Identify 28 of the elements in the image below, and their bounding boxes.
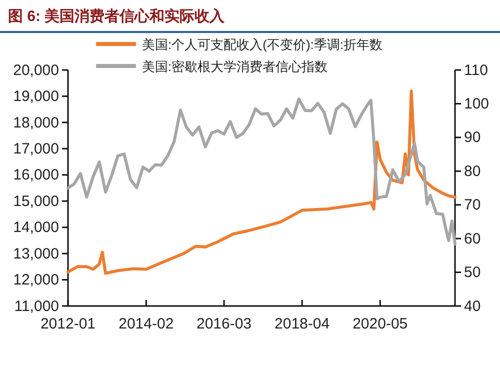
y2-tick-label: 70 — [464, 196, 481, 214]
y2-tick-label: 100 — [464, 96, 490, 113]
y-tick-label: 18,000 — [13, 114, 59, 132]
y2-tick-label: 90 — [464, 129, 481, 146]
legend-label: 美国:个人可支配收入(不变价):季调:折年数 — [142, 37, 382, 52]
line-series — [66, 89, 456, 275]
y-tick-label: 13,000 — [13, 245, 59, 262]
y2-tick-label: 80 — [464, 162, 481, 180]
line-series — [66, 97, 456, 246]
y-tick-label: 11,000 — [14, 298, 59, 315]
y-tick-label: 17,000 — [13, 140, 59, 158]
y2-tick-label: 50 — [464, 264, 481, 282]
y-tick-label: 14,000 — [13, 219, 59, 236]
y-tick-label: 12,000 — [13, 272, 59, 289]
y2-tick-label: 110 — [464, 62, 488, 79]
x-tick-label: 2020-05 — [352, 316, 408, 333]
y2-tick-label: 40 — [464, 298, 481, 315]
y-tick-label: 19,000 — [13, 88, 59, 106]
x-tick-label: 2016-03 — [196, 316, 252, 333]
y2-tick-label: 60 — [464, 230, 481, 248]
x-tick-label: 2012-01 — [40, 316, 96, 333]
x-tick-label: 2014-02 — [118, 316, 174, 333]
y-tick-label: 16,000 — [13, 166, 59, 184]
x-tick-label: 2018-04 — [274, 316, 330, 333]
legend-label: 美国:密歇根大学消费者信心指数 — [142, 59, 328, 74]
y-tick-label: 15,000 — [13, 192, 59, 210]
y-tick-label: 20,000 — [13, 62, 59, 79]
chart-title: 图 6: 美国消费者信心和实际收入 — [8, 7, 226, 25]
